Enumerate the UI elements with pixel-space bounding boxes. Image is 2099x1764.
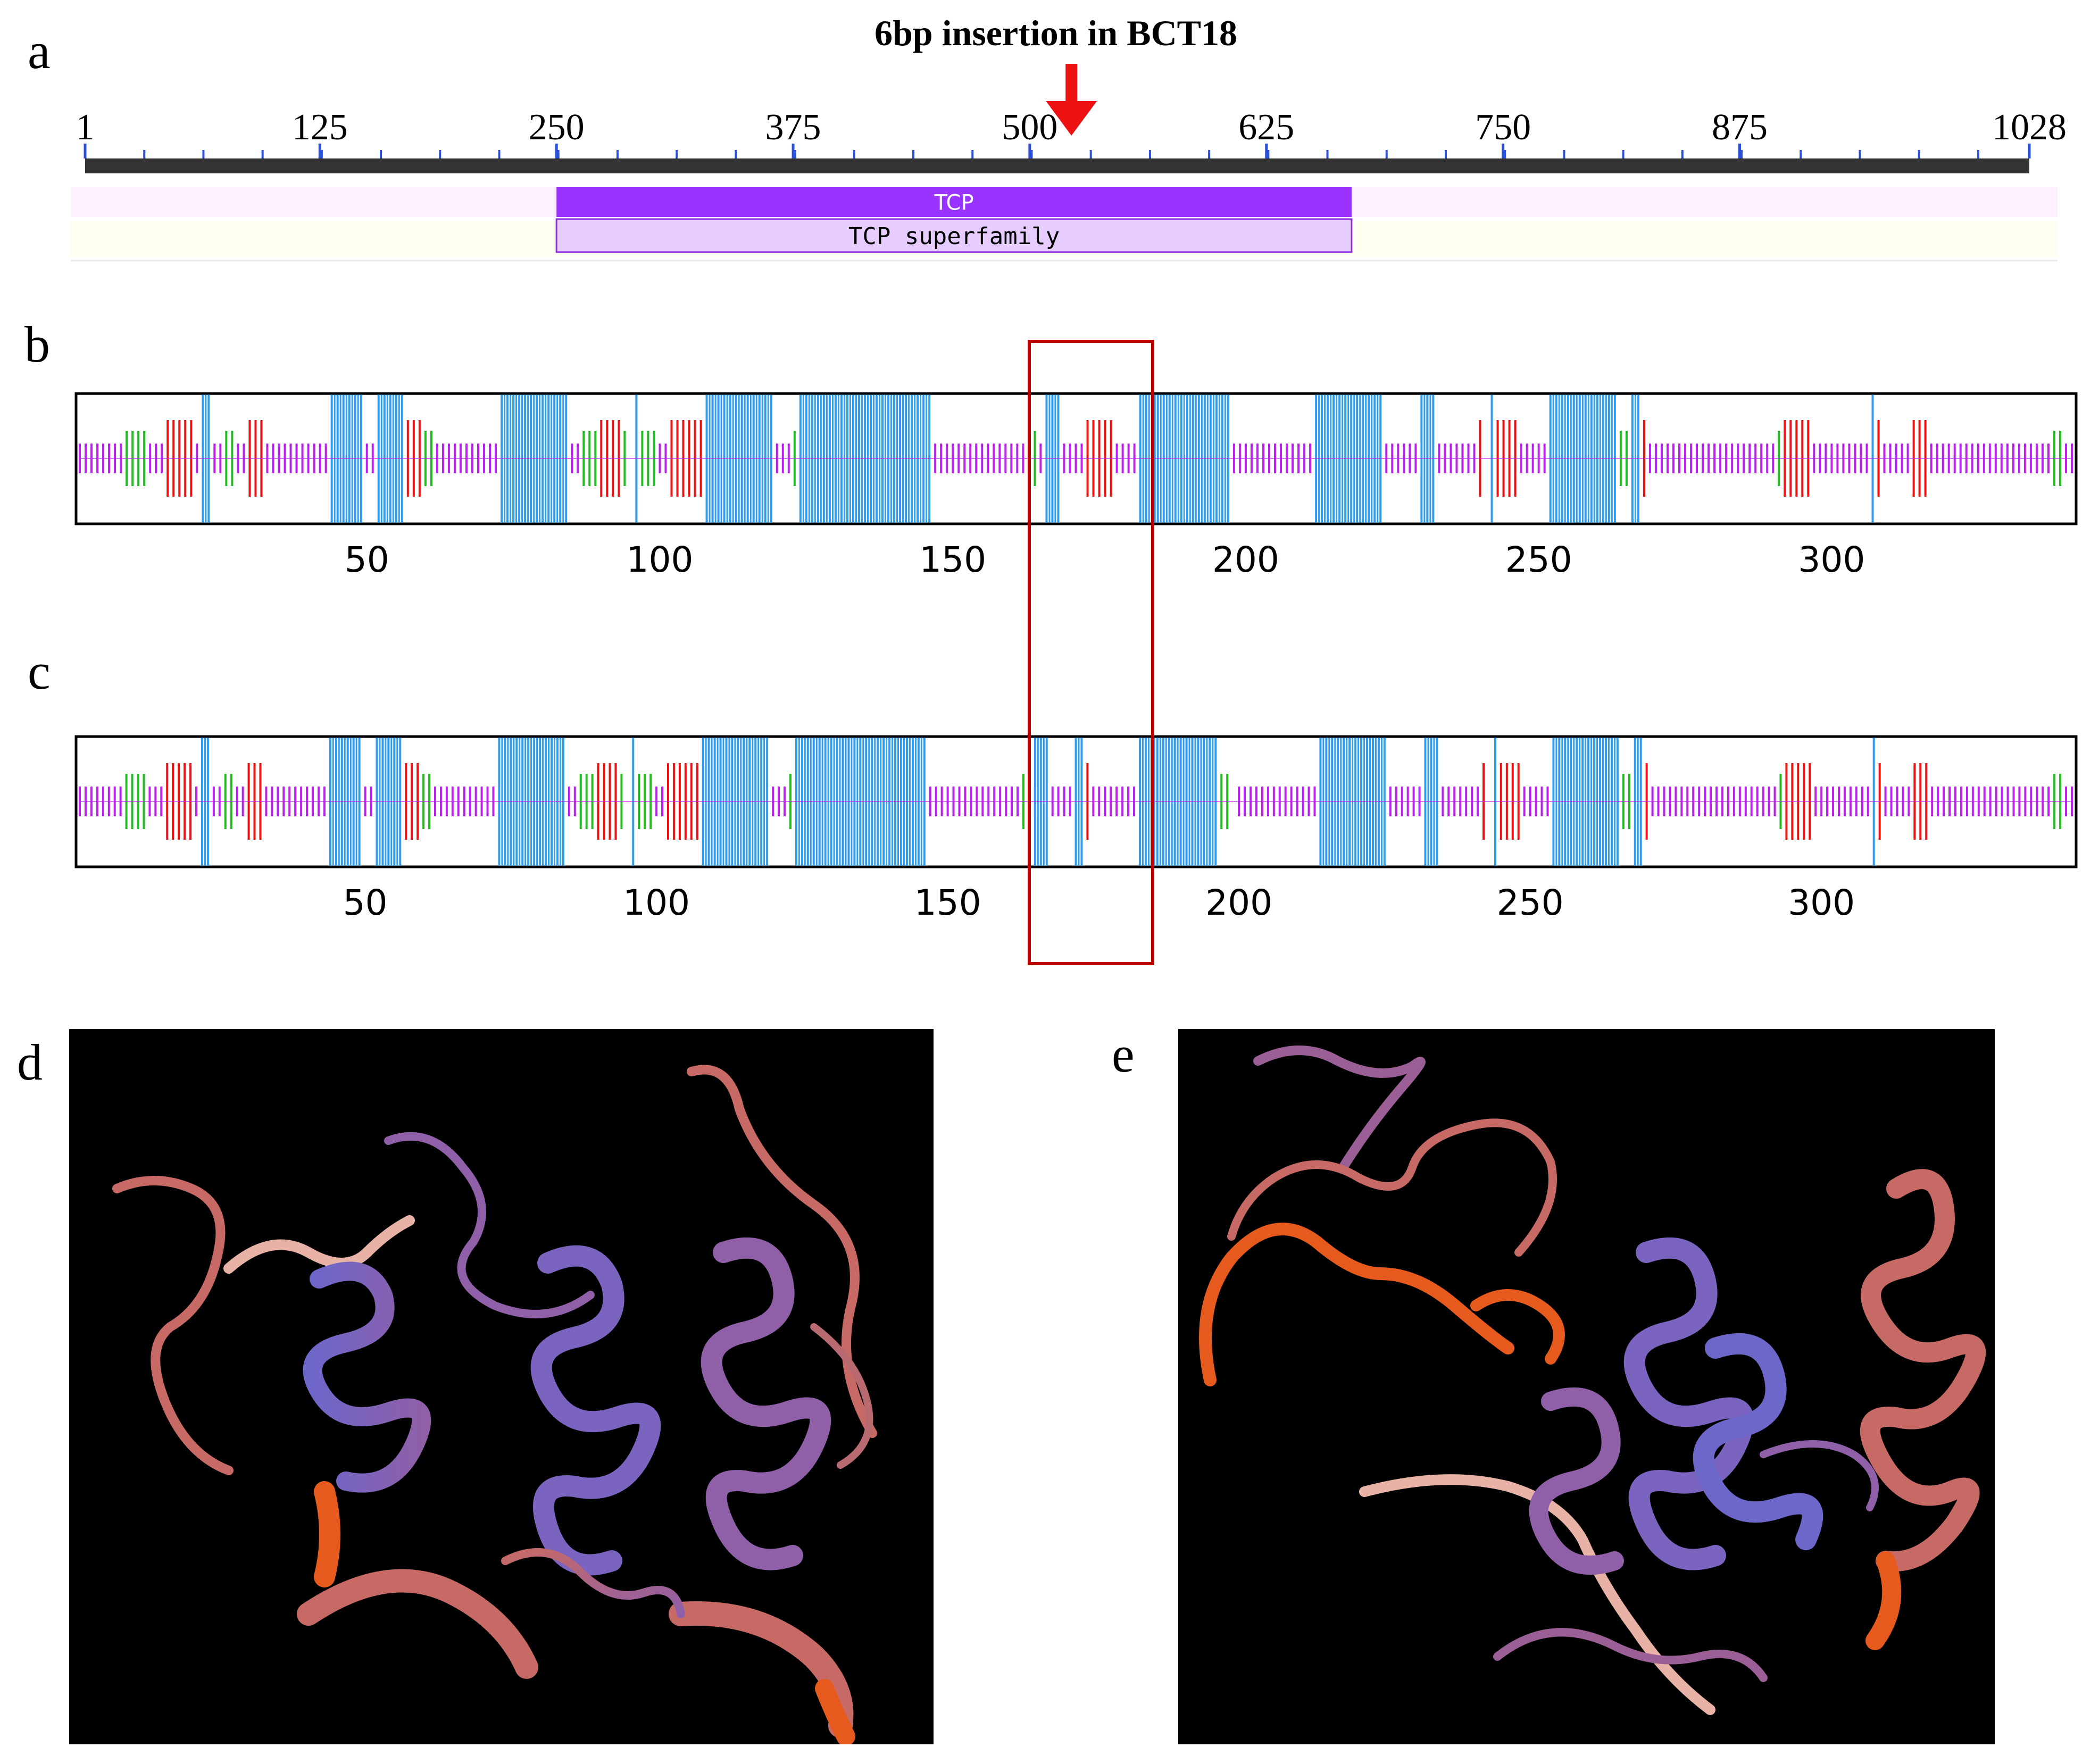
ribbon-helix bbox=[1860, 1169, 1986, 1572]
ribbon-strand bbox=[297, 1569, 538, 1679]
ruler bbox=[84, 150, 2029, 173]
axis-tick-label: 200 bbox=[1212, 539, 1279, 580]
ribbon-helix bbox=[303, 1261, 431, 1493]
ribbon-strand bbox=[1865, 1551, 1902, 1650]
panel-b-structure-bars bbox=[79, 395, 2073, 523]
ruler-tick-label: 625 bbox=[1238, 107, 1294, 148]
ruler-bar bbox=[85, 158, 2029, 173]
ribbon-helix bbox=[1529, 1387, 1624, 1575]
panel-label-c: c bbox=[28, 643, 51, 700]
ribbon-strand bbox=[314, 1481, 340, 1587]
domain-bar bbox=[555, 218, 1353, 253]
insertion-highlight-box bbox=[1028, 340, 1154, 965]
axis-tick-label: 50 bbox=[345, 539, 389, 580]
ruler-tick-label: 875 bbox=[1712, 107, 1768, 148]
ribbon-helix bbox=[701, 1237, 831, 1570]
ruler-tick-label: 250 bbox=[529, 107, 585, 148]
ribbon-coil bbox=[810, 1323, 873, 1469]
protein-ribbon-d bbox=[112, 1065, 877, 1744]
domain-bar bbox=[556, 187, 1352, 217]
ribbon-coil bbox=[223, 1215, 415, 1274]
ruler-tick-label: 1 bbox=[76, 107, 95, 148]
domain-tracks: TCP TCP superfamily bbox=[71, 187, 2058, 262]
ruler-tick-label: 375 bbox=[765, 107, 821, 148]
axis-tick-label: 150 bbox=[919, 539, 986, 580]
panel-c-secondary-structure: 50 100 150 200 250 300 bbox=[74, 735, 2078, 923]
axis-tick-label: 50 bbox=[343, 882, 388, 923]
ribbon-coil bbox=[1760, 1440, 1879, 1511]
axis-tick-label: 300 bbox=[1788, 882, 1855, 923]
ribbon-helix bbox=[530, 1245, 661, 1576]
ribbon-coil bbox=[1493, 1628, 1768, 1682]
panel-b-secondary-structure: 50 100 150 200 250 300 bbox=[74, 392, 2078, 580]
ribbon-strand bbox=[669, 1601, 854, 1738]
panel-d-protein-structure bbox=[69, 1029, 934, 1744]
insertion-annotation: 6bp insertion in BCT18 bbox=[874, 13, 1237, 53]
ribbon-helix bbox=[1693, 1333, 1823, 1550]
ribbon-coil bbox=[1227, 1118, 1557, 1257]
axis-tick-label: 100 bbox=[623, 882, 690, 923]
ribbon-coil bbox=[112, 1176, 234, 1475]
axis-tick-label: 300 bbox=[1798, 539, 1865, 580]
axis-tick-label: 250 bbox=[1505, 539, 1572, 580]
ruler-tick-label: 750 bbox=[1475, 107, 1531, 148]
panel-e-protein-structure bbox=[1178, 1029, 1995, 1744]
axis-tick-label: 100 bbox=[626, 539, 693, 580]
insertion-arrow-icon bbox=[1046, 64, 1097, 136]
ruler-tick-label: 1028 bbox=[1992, 107, 2067, 148]
panel-label-b: b bbox=[24, 316, 50, 373]
panel-c-structure-bars bbox=[79, 738, 2073, 866]
ribbon-coil bbox=[501, 1548, 685, 1618]
ruler-tick-labels: 1 125 250 375 500 625 750 875 1028 bbox=[76, 107, 2067, 158]
panel-c-axis-labels: 50 100 150 200 250 300 bbox=[343, 882, 1855, 923]
ribbon-coil bbox=[1470, 1289, 1565, 1365]
ribbon-coil bbox=[1253, 1046, 1426, 1172]
panel-a-gene-map: 6bp insertion in BCT18 1 125 250 375 500 625 7… bbox=[71, 13, 2067, 262]
ribbon-coil bbox=[1199, 1223, 1514, 1386]
panel-label-a: a bbox=[28, 22, 51, 79]
domain-label: TCP superfamily bbox=[848, 223, 1060, 250]
ribbon-strand bbox=[815, 1679, 855, 1744]
panel-label-e: e bbox=[1112, 1026, 1135, 1083]
ruler-tick-label: 125 bbox=[292, 107, 348, 148]
panel-label-d: d bbox=[17, 1034, 43, 1091]
axis-tick-label: 250 bbox=[1497, 882, 1564, 923]
protein-ribbon-e bbox=[1199, 1046, 1986, 1715]
sequence-figure: 6bp insertion in BCT18 1 125 250 375 500 625 7… bbox=[71, 13, 2078, 965]
axis-tick-label: 200 bbox=[1205, 882, 1272, 923]
ribbon-coil bbox=[384, 1132, 595, 1318]
domain-label: TCP bbox=[934, 190, 973, 215]
axis-tick-label: 150 bbox=[914, 882, 981, 923]
ruler-tick-label: 500 bbox=[1002, 107, 1057, 148]
ribbon-helix bbox=[1623, 1237, 1754, 1570]
panel-b-axis-labels: 50 100 150 200 250 300 bbox=[345, 539, 1865, 580]
